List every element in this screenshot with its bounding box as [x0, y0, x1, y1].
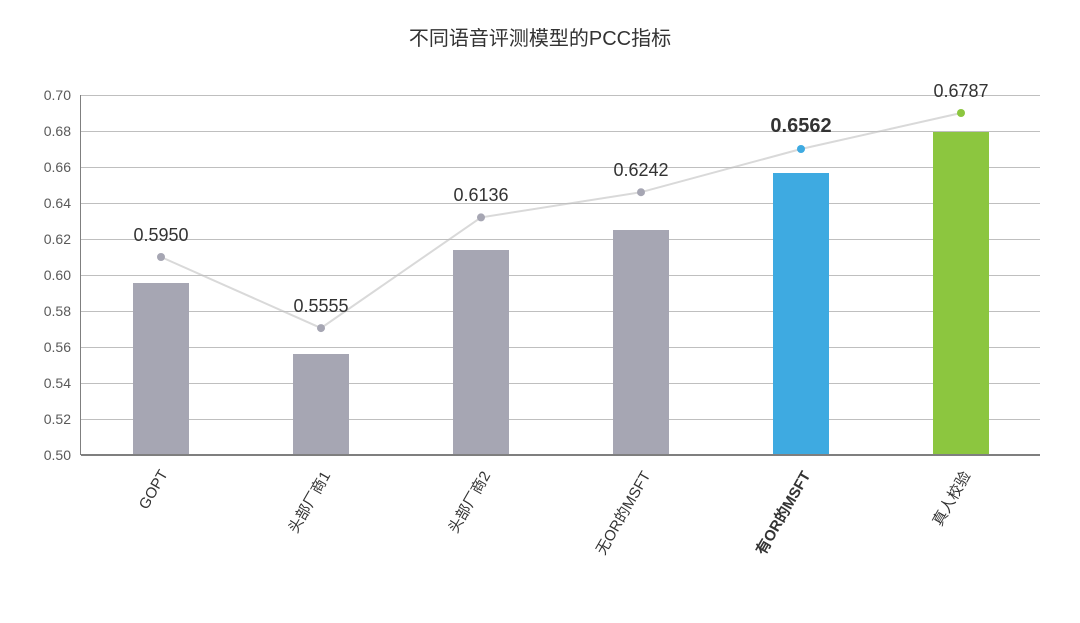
bar — [773, 173, 829, 454]
gridline — [81, 275, 1040, 276]
line-marker — [317, 324, 325, 332]
y-tick-label: 0.66 — [44, 159, 81, 175]
data-label: 0.6562 — [770, 115, 831, 138]
gridline — [81, 455, 1040, 456]
y-tick-label: 0.60 — [44, 267, 81, 283]
trend-line — [161, 113, 961, 328]
chart-title: 不同语音评测模型的PCC指标 — [0, 22, 1080, 51]
x-category-label: 头部厂商2 — [443, 467, 495, 537]
line-marker — [157, 253, 165, 261]
bar — [933, 132, 989, 454]
x-category-label: 头部厂商1 — [283, 467, 335, 537]
y-tick-label: 0.68 — [44, 123, 81, 139]
gridline — [81, 311, 1040, 312]
x-category-label: GOPT — [136, 467, 172, 512]
line-marker — [797, 145, 805, 153]
data-label: 0.6787 — [933, 81, 988, 102]
y-tick-label: 0.50 — [44, 447, 81, 463]
x-category-label: 真人校验 — [927, 467, 975, 529]
x-category-label: 有OR的MSFT — [750, 467, 815, 558]
bar — [613, 230, 669, 454]
gridline — [81, 203, 1040, 204]
gridline — [81, 131, 1040, 132]
gridline — [81, 239, 1040, 240]
y-tick-label: 0.54 — [44, 375, 81, 391]
y-tick-label: 0.52 — [44, 411, 81, 427]
gridline — [81, 347, 1040, 348]
bar — [453, 250, 509, 454]
plot-area: 0.500.520.540.560.580.600.620.640.660.68… — [80, 95, 1040, 455]
gridline — [81, 95, 1040, 96]
data-label: 0.5950 — [133, 225, 188, 246]
chart-container: 不同语音评测模型的PCC指标 0.500.520.540.560.580.600… — [0, 0, 1080, 623]
line-marker — [957, 109, 965, 117]
x-category-label: 无OR的MSFT — [590, 467, 655, 558]
y-tick-label: 0.58 — [44, 303, 81, 319]
data-label: 0.6136 — [453, 185, 508, 206]
bar — [133, 283, 189, 454]
y-tick-label: 0.56 — [44, 339, 81, 355]
y-tick-label: 0.64 — [44, 195, 81, 211]
data-label: 0.5555 — [293, 296, 348, 317]
gridline — [81, 419, 1040, 420]
gridline — [81, 383, 1040, 384]
line-marker — [477, 213, 485, 221]
y-tick-label: 0.62 — [44, 231, 81, 247]
y-tick-label: 0.70 — [44, 87, 81, 103]
gridline — [81, 167, 1040, 168]
data-label: 0.6242 — [613, 160, 668, 181]
line-marker — [637, 188, 645, 196]
bar — [293, 354, 349, 454]
